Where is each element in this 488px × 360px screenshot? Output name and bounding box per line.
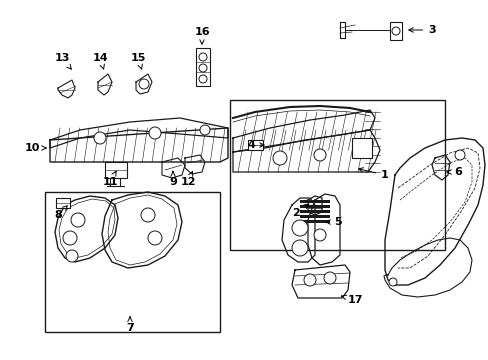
Circle shape [199,75,206,83]
Circle shape [71,213,85,227]
Circle shape [149,127,161,139]
Text: 12: 12 [180,171,195,187]
Bar [389,22,401,40]
Text: 11: 11 [102,171,118,187]
Bar [299,210,329,213]
Bar [196,48,209,86]
Circle shape [354,145,364,155]
Text: 3: 3 [408,25,435,35]
Text: 4: 4 [246,140,264,150]
Bar [299,205,329,208]
Bar [105,162,127,178]
Bar [299,220,329,223]
Bar [299,200,329,203]
Text: 2: 2 [291,204,308,218]
Bar [229,100,444,250]
Circle shape [200,125,209,135]
Bar [56,198,70,208]
Circle shape [94,132,106,144]
Text: 13: 13 [54,53,71,69]
Text: 17: 17 [341,295,362,305]
Circle shape [148,231,162,245]
Bar [247,140,263,150]
Circle shape [291,220,307,236]
Circle shape [291,240,307,256]
Text: 9: 9 [169,171,177,187]
Circle shape [141,208,155,222]
Circle shape [304,274,315,286]
Text: 1: 1 [358,168,388,180]
Circle shape [199,64,206,72]
Text: 15: 15 [130,53,145,69]
Circle shape [454,150,464,160]
Text: 7: 7 [126,317,134,333]
Circle shape [272,151,286,165]
Text: 10: 10 [24,143,46,153]
Bar [351,138,371,158]
Circle shape [139,79,149,89]
Bar [45,192,220,332]
Text: 5: 5 [325,217,341,227]
Text: 6: 6 [446,167,461,177]
Bar [299,215,329,218]
Circle shape [324,272,335,284]
Circle shape [388,278,396,286]
Circle shape [66,250,78,262]
Circle shape [313,149,325,161]
Circle shape [63,231,77,245]
Circle shape [313,229,325,241]
Circle shape [199,53,206,61]
Text: 14: 14 [92,53,107,69]
Text: 8: 8 [54,206,67,220]
Circle shape [391,27,399,35]
Text: 16: 16 [194,27,209,44]
